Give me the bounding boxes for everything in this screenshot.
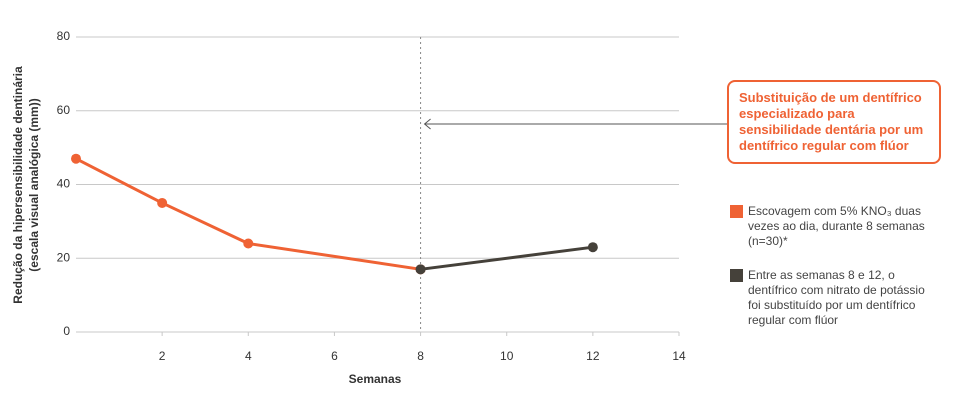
data-point	[243, 238, 254, 249]
x-tick-label: 12	[586, 349, 600, 363]
x-tick-label: 10	[500, 349, 514, 363]
data-point	[157, 197, 168, 208]
y-tick-label: 0	[63, 324, 70, 338]
y-tick-label: 80	[57, 29, 71, 43]
y-tick-label: 60	[57, 103, 71, 117]
y-tick-label: 20	[57, 250, 71, 264]
series-line	[420, 245, 594, 271]
x-tick-label: 2	[159, 349, 166, 363]
annotation: Substituição de um dentífrico especializ…	[727, 80, 941, 164]
data-point	[415, 264, 426, 275]
legend-swatch	[730, 269, 743, 282]
data-point	[587, 242, 598, 253]
legend-swatch	[730, 205, 743, 218]
x-tick-label: 4	[245, 349, 252, 363]
x-axis-label: Semanas	[349, 372, 402, 386]
legend-entry: Entre as semanas 8 e 12, o dentífrico co…	[730, 268, 930, 328]
data-point	[71, 153, 81, 164]
legend-label: Entre as semanas 8 e 12, o dentífrico co…	[748, 268, 925, 327]
y-tick-label: 40	[57, 177, 71, 191]
y-axis-label: (escala visual analógica (mm))	[27, 98, 41, 271]
x-tick-label: 8	[417, 349, 424, 363]
legend-label: Escovagem com 5% KNO₃ duas vezes ao dia,…	[748, 204, 925, 248]
series-line	[75, 157, 421, 271]
x-tick-label: 6	[331, 349, 338, 363]
y-axis-label: Redução da hipersensibilidade dentinária	[11, 66, 25, 304]
x-tick-label: 14	[672, 349, 686, 363]
annotation-arrowhead	[423, 118, 431, 130]
legend-entry: Escovagem com 5% KNO₃ duas vezes ao dia,…	[730, 204, 930, 249]
